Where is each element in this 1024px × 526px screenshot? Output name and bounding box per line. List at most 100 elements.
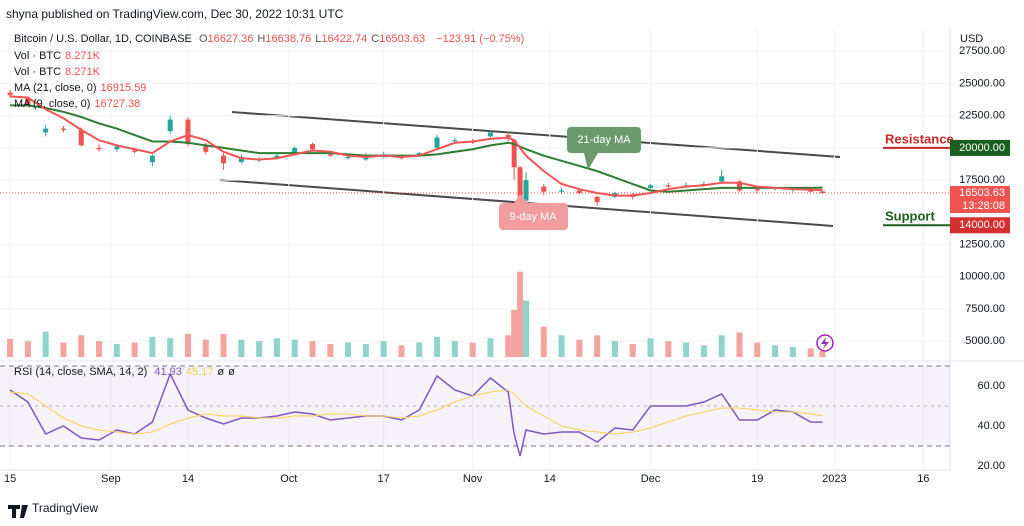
rsi-value: ø: [228, 366, 235, 378]
channel-top: [231, 111, 841, 158]
volume-bar: [131, 342, 138, 357]
indicator-legend: Vol · BTC 8.271K: [14, 66, 104, 78]
x-tick-label: 17: [378, 473, 390, 485]
y-tick-label: 20.00: [977, 460, 1005, 472]
ohlc-value: 16638.76: [265, 33, 312, 45]
ohlc-value: 16503.63: [379, 33, 426, 45]
volume-bar: [184, 333, 191, 357]
volume-bar: [517, 271, 524, 357]
volume-bar: [7, 338, 14, 357]
volume-bar: [789, 346, 796, 357]
volume-bar: [576, 339, 583, 357]
rsi-value: ø: [217, 366, 225, 378]
volume-bar: [416, 342, 423, 357]
volume-bar: [807, 348, 814, 357]
candle-body: [43, 128, 49, 133]
indicator-legend: MA (9, close, 0) 16727.38: [14, 98, 144, 110]
x-tick-label: 2023: [822, 473, 846, 485]
x-tick-label: Oct: [280, 473, 297, 485]
indicator-legend: Vol · BTC 8.271K: [14, 50, 104, 62]
volume-bar: [819, 351, 826, 357]
volume-bar: [683, 342, 690, 357]
candle-body: [665, 185, 671, 187]
level-name: Resistance: [885, 131, 954, 146]
indicator-name: MA (21, close, 0): [14, 82, 97, 94]
rsi-legend: RSI (14, close, SMA, 14, 2) 41.93 45.17 ø ø: [14, 366, 243, 378]
x-tick-label: Nov: [463, 473, 483, 485]
candle-body: [238, 156, 244, 163]
rsi-value: 45.17: [185, 366, 214, 378]
last-price-label: 16503.63: [959, 187, 1005, 199]
candle-body: [132, 150, 138, 152]
ohlc: O16627.36 H16638.76 L16422.74 C16503.63: [199, 33, 429, 45]
candle-body: [736, 181, 742, 191]
annotation: 9-day MA: [509, 211, 557, 223]
candle-body: [345, 156, 351, 159]
volume-bar: [113, 343, 120, 357]
rsi-line: [9, 372, 823, 457]
candle-body: [167, 119, 173, 132]
volume-bar: [149, 336, 156, 357]
footer: TradingView: [32, 501, 99, 515]
annotation: 21-day MA: [577, 134, 631, 146]
candle-body: [203, 145, 209, 152]
volume-bar: [220, 333, 227, 357]
indicator-value: 8.271K: [65, 50, 100, 62]
volume-bar: [511, 310, 518, 357]
candle-body: [452, 140, 458, 142]
volume-bar: [42, 331, 49, 357]
volume-bar: [487, 338, 494, 357]
candle-body: [754, 189, 760, 191]
x-tick-label: Dec: [641, 473, 661, 485]
volume-bar: [772, 345, 779, 357]
level-label: 14000.00: [959, 219, 1005, 231]
indicator-value: 16727.38: [94, 98, 141, 110]
rsi-line: [10, 389, 823, 435]
countdown: 13:28:08: [962, 200, 1005, 212]
volume-bar: [629, 343, 636, 357]
indicator-name: Vol · BTC: [14, 66, 62, 78]
volume-bar: [754, 342, 761, 357]
annotation-21: 21-day MA: [567, 127, 641, 170]
annotation-pointer: [584, 153, 598, 170]
candle-body: [808, 190, 814, 192]
volume-bar: [238, 339, 245, 357]
y-tick-label: 12500.00: [959, 238, 1005, 250]
change: −123.91 (−0.75%): [436, 33, 525, 45]
ohlc-label: O: [198, 33, 208, 45]
candle-body: [820, 191, 826, 193]
marks: 15 Sep 14 Oct 17 Nov 14 Dec 19 2023 16 27500.00 2500…: [0, 28, 1010, 485]
y-tick-label: 60.00: [977, 380, 1005, 392]
y-tick-label: 27500.00: [959, 45, 1005, 57]
candle-body: [310, 144, 316, 150]
ma-line: [10, 95, 823, 197]
volume-bar: [345, 342, 352, 357]
indicator-legend: MA (21, close, 0) 16915.59: [14, 82, 150, 94]
candle-body: [149, 155, 155, 163]
volume-bar: [362, 343, 369, 357]
annotation-pointer: [514, 194, 528, 203]
x-tick-label: Sep: [101, 473, 121, 485]
ohlc-value: 16627.36: [207, 33, 254, 45]
volume-bar: [24, 341, 31, 357]
volume-bar: [665, 341, 672, 357]
indicator-value: 8.271K: [65, 66, 100, 78]
candle-body: [96, 147, 102, 150]
candle-body: [114, 146, 120, 150]
annotation-box: [499, 203, 568, 230]
level-box: [950, 217, 1010, 234]
candle-body: [60, 128, 66, 130]
volume-bar: [736, 332, 743, 357]
y-tick-label: 17500.00: [959, 174, 1005, 186]
y-tick-label: 7500.00: [965, 303, 1005, 315]
candle-body: [7, 92, 13, 96]
rsi-values: 41.93 45.17 ø ø: [154, 366, 239, 378]
ohlc-label: H: [257, 33, 266, 45]
level-name: Support: [885, 209, 935, 224]
annotation-box: [567, 127, 641, 153]
indicator-name: MA (9, close, 0): [14, 98, 91, 110]
indicator-icon-bolt: [821, 337, 829, 349]
volume-bar: [327, 343, 334, 357]
annotation-9: 9-day MA: [499, 194, 568, 230]
